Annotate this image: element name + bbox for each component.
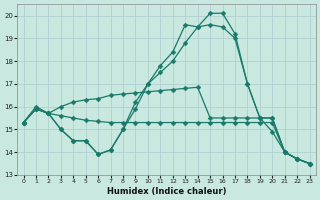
- X-axis label: Humidex (Indice chaleur): Humidex (Indice chaleur): [107, 187, 226, 196]
